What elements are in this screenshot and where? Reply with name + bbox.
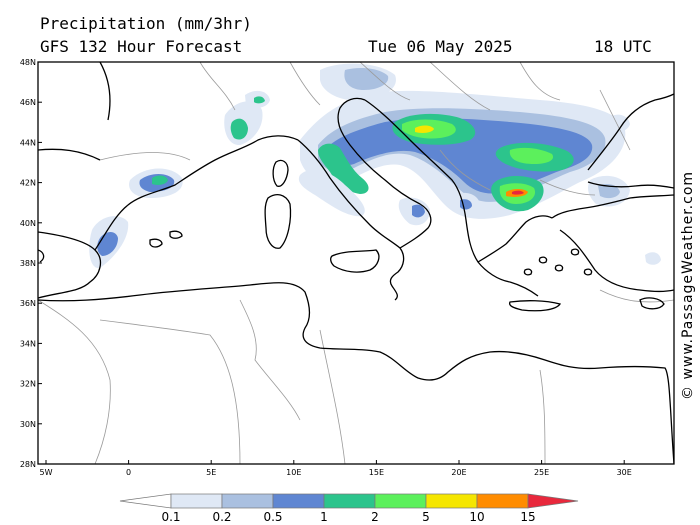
precip-zone-light [298, 169, 365, 217]
latitude-label: 40N [20, 219, 36, 228]
longitude-label: 10E [286, 468, 301, 477]
longitude-label: 30E [617, 468, 632, 477]
legend-swatch [476, 493, 529, 509]
latitude-label: 30N [20, 420, 36, 429]
legend-swatch [170, 493, 223, 509]
legend-level-label: 15 [520, 510, 535, 524]
latitude-labels: 48N 46N 44N 42N 40N 38N 36N 34N 32N 30N 28N [20, 58, 36, 469]
precip-zone-teal [318, 143, 369, 194]
legend-swatch [272, 493, 325, 509]
latitude-label: 48N [20, 58, 36, 67]
latitude-label: 36N [20, 299, 36, 308]
legend-level-label: 2 [371, 510, 379, 524]
legend-swatch [374, 493, 427, 509]
legend-swatch [323, 493, 376, 509]
precip-zone-teal [152, 175, 168, 185]
map-title: Precipitation (mm/3hr) [40, 14, 252, 33]
latitude-label: 42N [20, 179, 36, 188]
latitude-label: 38N [20, 259, 36, 268]
forecast-time: 18 UTC [594, 37, 652, 56]
coastlines [38, 62, 674, 464]
longitude-label: 5E [206, 468, 216, 477]
longitude-label: 25E [534, 468, 549, 477]
precip-zone-light [608, 114, 630, 132]
longitude-label: 0 [126, 468, 131, 477]
legend-level-label: 1 [320, 510, 328, 524]
forecast-date: Tue 06 May 2025 [368, 37, 513, 56]
latitude-label: 34N [20, 339, 36, 348]
precip-zone-yellow [415, 125, 434, 133]
legend-swatch [221, 493, 274, 509]
axis-ticks [38, 61, 625, 465]
precip-zone-blue [412, 204, 425, 218]
precipitation-legend: 0.1 0.2 0.5 1 2 5 10 15 [119, 493, 579, 524]
precip-zone-mid [344, 68, 389, 90]
legend-swatch [425, 493, 478, 509]
precip-zone-green [509, 147, 554, 164]
legend-level-label: 0.1 [161, 510, 180, 524]
longitude-label: 5W [40, 468, 53, 477]
longitude-label: 20E [451, 468, 466, 477]
precip-zone-light [645, 252, 661, 265]
legend-low-arrow [119, 493, 172, 509]
forecast-model: GFS 132 Hour Forecast [40, 37, 243, 56]
legend-level-label: 5 [422, 510, 430, 524]
legend-level-label: 10 [469, 510, 484, 524]
precip-zone-teal [230, 118, 248, 140]
legend-level-label: 0.2 [212, 510, 231, 524]
latitude-label: 32N [20, 380, 36, 389]
latitude-label: 46N [20, 98, 36, 107]
legend-level-label: 0.5 [263, 510, 282, 524]
precip-zone-mid [598, 184, 620, 199]
precip-zone-blue [325, 118, 593, 194]
country-borders [38, 62, 674, 464]
latitude-label: 28N [20, 460, 36, 469]
latitude-label: 44N [20, 138, 36, 147]
credit-watermark: © www.PassageWeather.com [678, 150, 698, 400]
credit-text: © www.PassageWeather.com [680, 170, 696, 400]
legend-high-arrow [527, 493, 579, 509]
map-layer [38, 62, 674, 464]
precip-zone-teal [254, 96, 265, 104]
precip-zone-red [512, 190, 524, 195]
longitude-label: 15E [369, 468, 384, 477]
longitude-labels: 5W 0 5E 10E 15E 20E 25E 30E [40, 468, 632, 477]
precipitation-areas [89, 63, 661, 269]
